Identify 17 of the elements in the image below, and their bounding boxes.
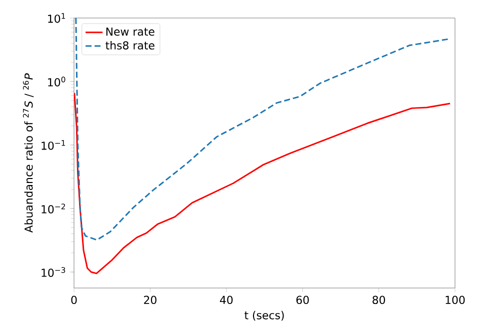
- y-tick-label: 10$^{1}$: [48, 13, 66, 23]
- legend-label: New rate: [106, 28, 154, 36]
- x-tick-label: 40: [220, 296, 233, 304]
- x-axis-title: t (secs): [244, 310, 284, 321]
- y-tick-label: 10$^{0}$: [48, 76, 66, 86]
- y-tick-label: 10$^{−3}$: [42, 267, 66, 277]
- y-axis-title: Abuandance ratio of $^{27}$S / $^{26}$P: [22, 73, 34, 233]
- x-tick-label: 60: [296, 296, 309, 304]
- line-series: [75, 18, 451, 241]
- y-tick-label: 10$^{−2}$: [42, 204, 65, 214]
- x-tick-label: 0: [71, 296, 77, 304]
- line-series: [74, 92, 451, 274]
- x-tick-label: 80: [372, 296, 386, 304]
- x-tick-label: 100: [446, 296, 465, 304]
- x-tick-label: 20: [144, 296, 156, 304]
- legend-label: ths8 rate: [106, 41, 154, 50]
- y-tick-label: 10$^{−1}$: [42, 140, 66, 150]
